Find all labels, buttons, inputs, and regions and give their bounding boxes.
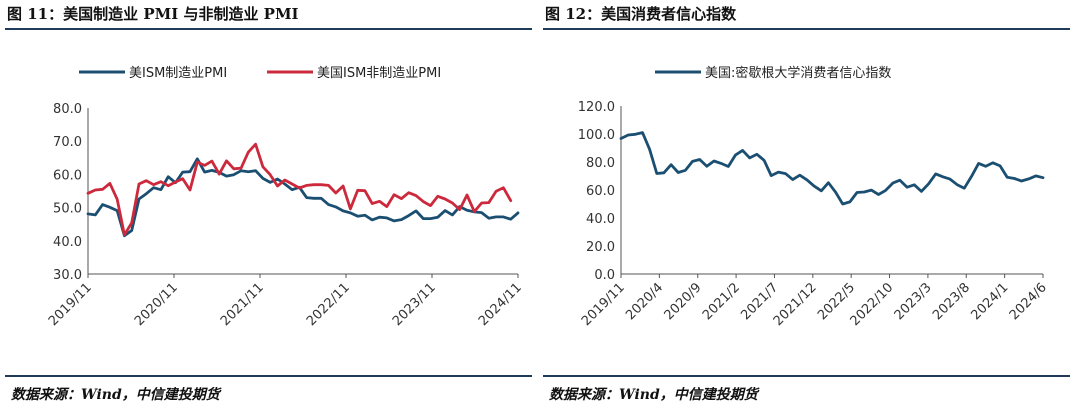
chart-title: 图 12：美国消费者信心指数 (545, 5, 737, 23)
x-tick-label: 2023/3 (892, 280, 935, 323)
y-tick-label: 40.0 (586, 212, 615, 227)
chart-title: 图 11：美国制造业 PMI 与非制造业 PMI (7, 5, 299, 23)
x-tick-label: 2024/11 (476, 280, 525, 329)
y-tick-label: 0.0 (594, 268, 615, 283)
legend-label: 美国:密歇根大学消费者信心指数 (705, 65, 891, 81)
series-line-2 (86, 142, 513, 237)
y-tick-label: 80.0 (53, 102, 82, 117)
legend-label: 美国ISM非制造业PMI (317, 66, 441, 81)
chart-panel-pmi: 图 11：美国制造业 PMI 与非制造业 PMI 30.0 40.0 50.0 60.… (5, 0, 532, 410)
x-tick-label: 2022/11 (304, 280, 353, 329)
series-line-1 (86, 157, 520, 238)
x-tick-label: 2021/12 (771, 280, 820, 329)
x-tick-label: 2023/8 (930, 280, 973, 323)
x-tick-label: 2021/2 (700, 280, 743, 323)
x-tick-label: 2023/11 (390, 280, 439, 329)
x-tick-label: 2020/11 (132, 280, 181, 329)
top-rule (543, 28, 1070, 30)
x-tick-label: 2019/11 (579, 280, 628, 329)
y-tick-label: 20.0 (586, 240, 615, 255)
x-tick-label: 2020/4 (623, 280, 666, 323)
y-tick-label: 70.0 (53, 135, 82, 150)
bottom-rule (543, 375, 1070, 377)
y-tick-label: 60.0 (586, 184, 615, 199)
x-tick-label: 2024/1 (969, 280, 1012, 323)
legend-label: 美ISM制造业PMI (129, 66, 227, 81)
y-tick-label: 100.0 (578, 128, 615, 143)
bottom-rule (5, 375, 532, 377)
top-rule (5, 28, 532, 30)
pmi-line-chart: 30.0 40.0 50.0 60.0 70.0 80.0 2019/11 2020/11 20… (46, 66, 525, 329)
chart-panel-consumer-sentiment: 图 12：美国消费者信心指数 0.0 20.0 40.0 60.0 80.0 100.0 1… (543, 0, 1070, 410)
x-tick-label: 2019/11 (46, 280, 95, 329)
x-tick-label: 2021/11 (218, 280, 267, 329)
y-tick-label: 50.0 (53, 202, 82, 217)
y-tick-label: 80.0 (586, 156, 615, 171)
x-tick-label: 2020/9 (662, 280, 705, 323)
x-tick-label: 2022/10 (848, 280, 897, 329)
y-tick-label: 60.0 (53, 168, 82, 183)
y-tick-label: 40.0 (53, 235, 82, 250)
series-line-1 (619, 131, 1045, 206)
y-tick-label: 30.0 (53, 268, 82, 283)
y-tick-label: 120.0 (578, 100, 615, 115)
source-note: 数据来源：Wind，中信建投期货 (11, 387, 220, 403)
consumer-sentiment-line-chart: 0.020.040.060.080.0100.0120.02019/112020… (578, 65, 1050, 329)
x-tick-label: 2024/6 (1007, 280, 1050, 323)
source-note: 数据来源：Wind，中信建投期货 (549, 387, 758, 403)
